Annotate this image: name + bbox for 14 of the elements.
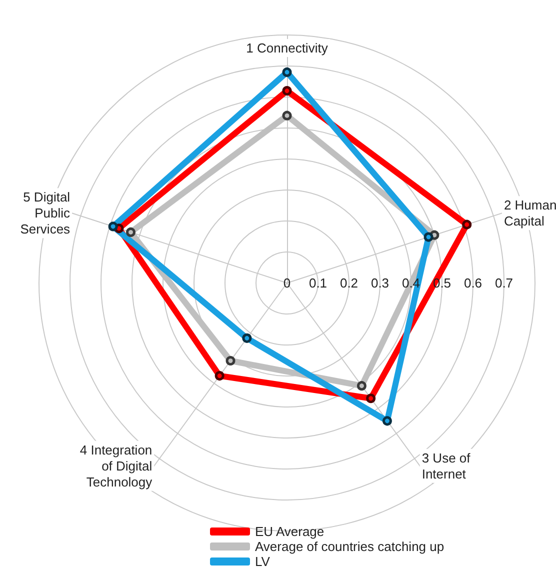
- spoke-label: 5 Digital Public Services: [20, 190, 71, 237]
- y-tick-label: 0.3: [370, 276, 390, 290]
- y-tick-label: 0.6: [464, 276, 482, 290]
- legend-label: Average of countries catching up: [255, 539, 444, 554]
- spoke-label: 4 Integration of Digital Technology: [80, 442, 153, 490]
- y-tick-label: 0: [283, 276, 291, 290]
- spoke-label: 1 Connectivity: [246, 40, 328, 56]
- spoke-label: 3 Use of Internet: [422, 450, 471, 482]
- y-tick-label: 0.1: [308, 276, 328, 290]
- y-tick-label: 0.7: [494, 276, 514, 290]
- legend-label: EU Average: [255, 524, 324, 539]
- y-tick-label: 0.2: [340, 276, 358, 290]
- legend-label: LV: [255, 554, 270, 569]
- spoke-label: 2 Human Capital: [504, 198, 556, 229]
